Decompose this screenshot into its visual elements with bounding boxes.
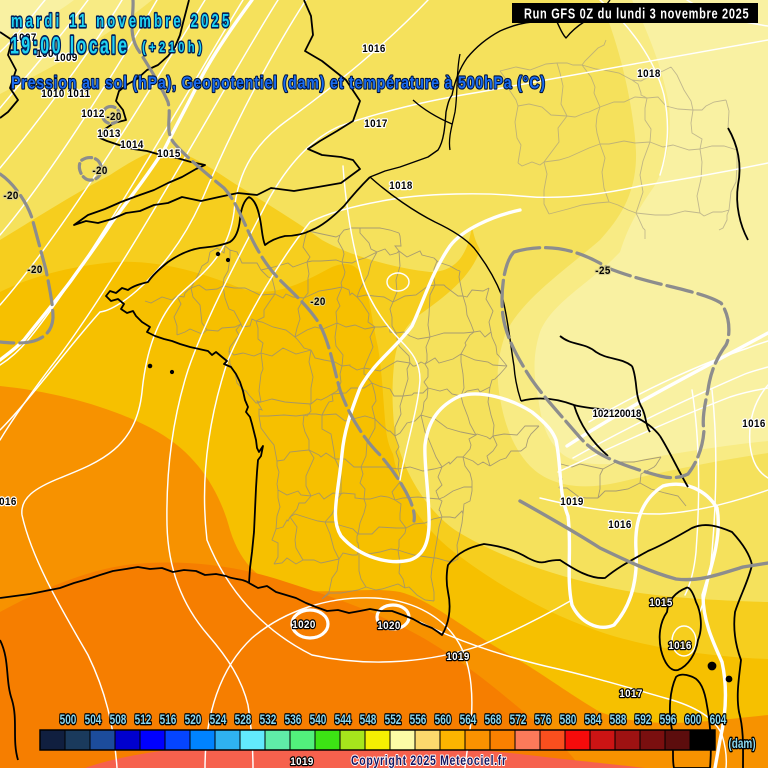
- svg-text:-20: -20: [92, 164, 107, 177]
- svg-text:560: 560: [435, 712, 452, 728]
- svg-text:1016: 1016: [0, 495, 17, 508]
- svg-text:600: 600: [685, 712, 702, 728]
- svg-text:536: 536: [285, 712, 302, 728]
- svg-text:568: 568: [485, 712, 502, 728]
- svg-text:1016: 1016: [668, 639, 691, 652]
- svg-text:528: 528: [235, 712, 252, 728]
- svg-text:-20: -20: [3, 189, 18, 202]
- svg-text:1019: 1019: [290, 755, 313, 768]
- svg-text:576: 576: [535, 712, 552, 728]
- svg-text:1017: 1017: [619, 687, 642, 700]
- svg-text:524: 524: [210, 712, 227, 728]
- svg-text:102120018: 102120018: [592, 407, 641, 420]
- svg-text:1018: 1018: [389, 179, 412, 192]
- svg-text:(dam): (dam): [728, 735, 755, 751]
- svg-text:-25: -25: [595, 264, 610, 277]
- svg-text:1015: 1015: [649, 596, 672, 609]
- svg-text:1009: 1009: [54, 51, 77, 64]
- svg-text:548: 548: [360, 712, 377, 728]
- svg-text:508: 508: [110, 712, 127, 728]
- svg-text:-20: -20: [106, 110, 121, 123]
- svg-text:552: 552: [385, 712, 402, 728]
- svg-text:592: 592: [635, 712, 652, 728]
- svg-text:1016: 1016: [362, 42, 385, 55]
- svg-text:1013: 1013: [97, 127, 120, 140]
- svg-text:19:00 locale: 19:00 locale: [10, 34, 129, 60]
- svg-text:1012: 1012: [81, 107, 104, 120]
- svg-text:1016: 1016: [608, 518, 631, 531]
- svg-text:564: 564: [460, 712, 477, 728]
- svg-text:500: 500: [60, 712, 77, 728]
- svg-text:-20: -20: [27, 263, 42, 276]
- svg-text:580: 580: [560, 712, 577, 728]
- svg-text:1016: 1016: [742, 417, 765, 430]
- svg-text:604: 604: [710, 712, 727, 728]
- svg-text:1017: 1017: [364, 117, 387, 130]
- svg-text:1014: 1014: [120, 138, 143, 151]
- svg-text:1020: 1020: [377, 619, 400, 632]
- svg-text:Copyright 2025 Meteociel.fr: Copyright 2025 Meteociel.fr: [351, 753, 507, 768]
- svg-text:1018: 1018: [637, 67, 660, 80]
- svg-text:572: 572: [510, 712, 527, 728]
- svg-text:512: 512: [135, 712, 152, 728]
- svg-text:(+210h): (+210h): [142, 38, 205, 55]
- svg-text:Run GFS 0Z du lundi 3 novembre: Run GFS 0Z du lundi 3 novembre 2025: [524, 5, 749, 22]
- svg-text:Pression au sol (hPa), Geopote: Pression au sol (hPa), Geopotentiel (dam…: [11, 74, 546, 93]
- svg-text:1019: 1019: [560, 495, 583, 508]
- svg-text:556: 556: [410, 712, 427, 728]
- svg-text:1011: 1011: [68, 87, 91, 100]
- svg-text:544: 544: [335, 712, 352, 728]
- svg-text:1010: 1010: [41, 87, 64, 100]
- svg-text:504: 504: [85, 712, 102, 728]
- svg-text:532: 532: [260, 712, 277, 728]
- svg-text:540: 540: [310, 712, 327, 728]
- svg-text:520: 520: [185, 712, 202, 728]
- svg-text:588: 588: [610, 712, 627, 728]
- svg-text:-20: -20: [310, 295, 325, 308]
- svg-text:mardi 11 novembre 2025: mardi 11 novembre 2025: [11, 11, 232, 32]
- svg-text:1007: 1007: [13, 31, 36, 44]
- svg-text:596: 596: [660, 712, 677, 728]
- svg-text:1019: 1019: [446, 650, 469, 663]
- svg-text:1015: 1015: [157, 147, 180, 160]
- svg-text:516: 516: [160, 712, 177, 728]
- svg-text:584: 584: [585, 712, 602, 728]
- svg-text:1020: 1020: [292, 618, 315, 631]
- svg-text:1008: 1008: [36, 47, 59, 60]
